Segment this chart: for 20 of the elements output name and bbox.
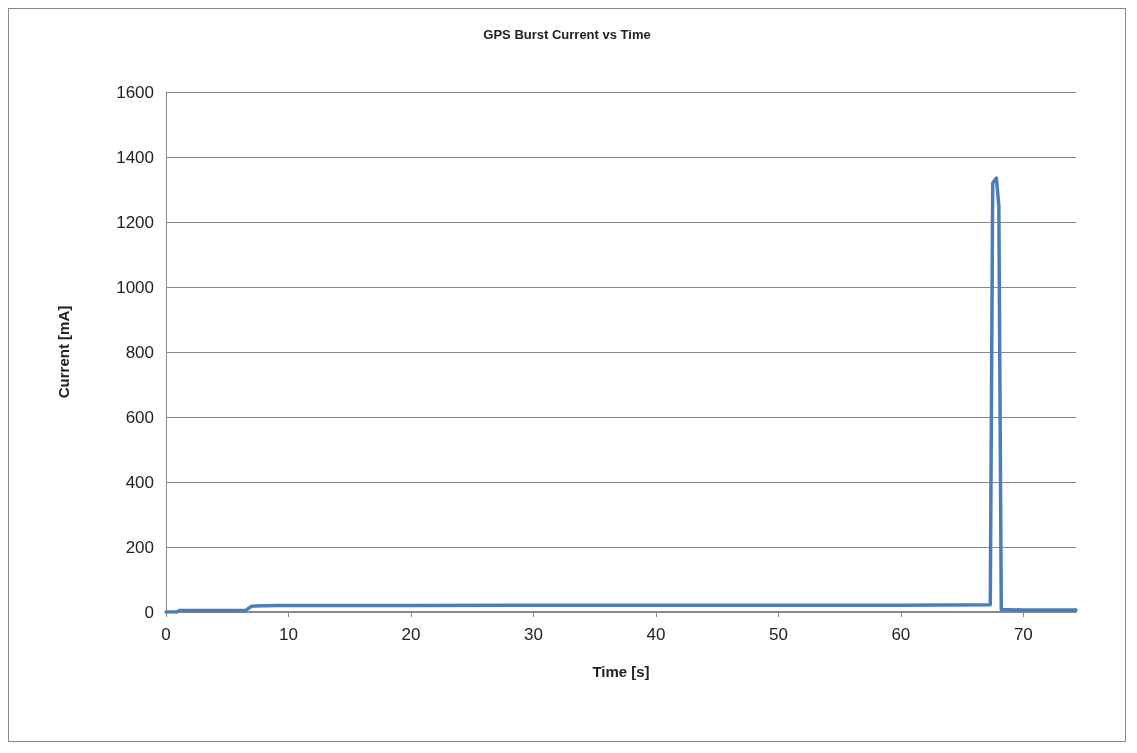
y-tick-label: 1600: [116, 82, 154, 102]
x-tick-label: 40: [646, 625, 666, 644]
x-axis-title: Time [s]: [592, 663, 650, 680]
y-tick-label: 0: [144, 602, 154, 622]
x-tick-label: 60: [891, 625, 911, 644]
x-tick-label: 70: [1013, 625, 1033, 644]
y-tick-label: 800: [125, 342, 154, 362]
x-tick-label: 10: [279, 625, 298, 644]
y-tick-label: 1000: [116, 277, 154, 297]
x-tick-label: 0: [161, 625, 171, 644]
y-tick-label: 1200: [116, 212, 154, 232]
y-tick-label: 200: [125, 537, 154, 557]
y-tick-label: 1400: [116, 147, 154, 167]
y-axis-title: Current [mA]: [55, 305, 72, 399]
x-tick-label: 50: [768, 625, 788, 644]
y-tick-label: 400: [125, 472, 154, 492]
x-tick-label: 20: [401, 625, 421, 644]
chart-title: GPS Burst Current vs Time: [483, 27, 651, 42]
y-tick-label: 600: [125, 407, 154, 427]
x-tick-label: 30: [523, 625, 543, 644]
